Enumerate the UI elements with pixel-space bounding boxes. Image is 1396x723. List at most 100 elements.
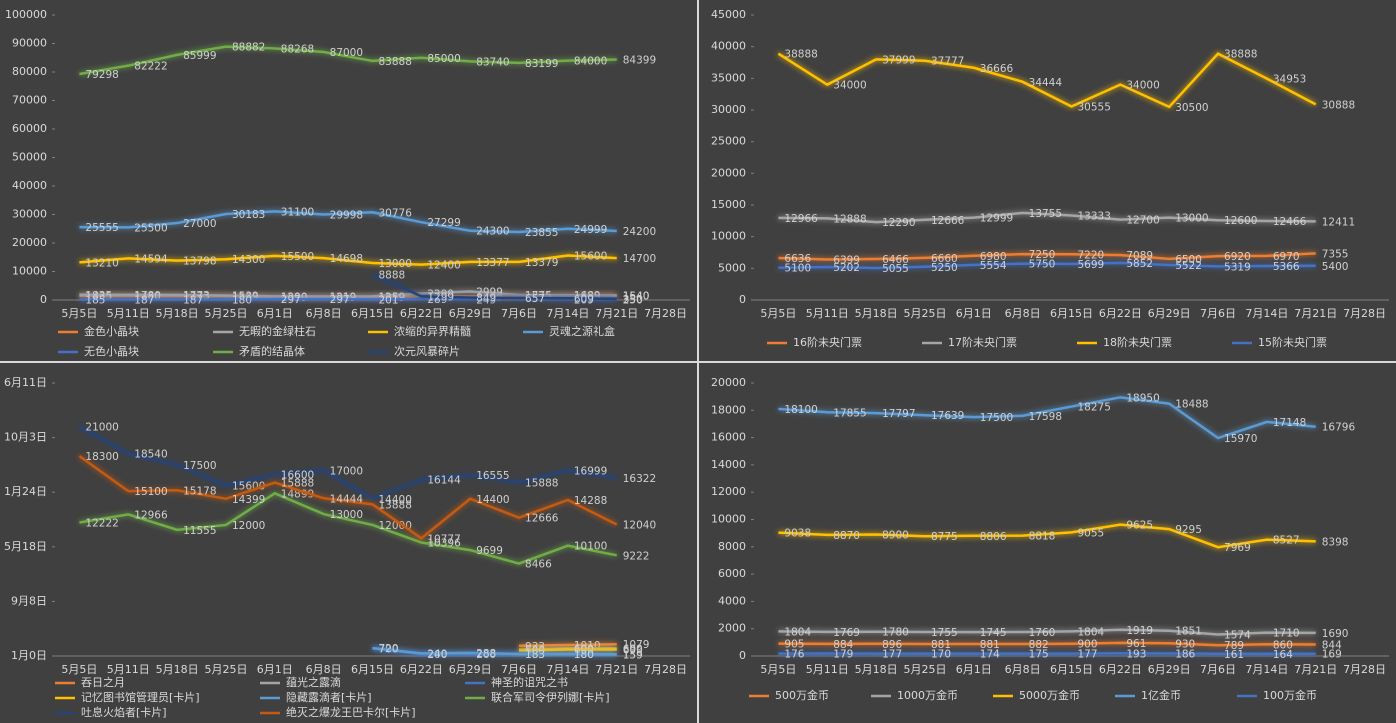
data-label: 5202 [833,262,860,274]
data-label: 9699 [476,545,503,557]
x-tick-label: 5月18日 [855,307,898,320]
x-tick-label: 7月14日 [546,663,589,676]
x-tick-label: 5月11日 [107,663,150,676]
data-label: 5522 [1175,260,1202,272]
data-label: 84399 [623,54,656,66]
x-tick-label: 5月25日 [903,307,946,320]
series-line [778,261,1316,270]
x-tick-label: 6月8日 [306,307,342,320]
data-label: 16600 [281,470,314,482]
series-line [778,396,1316,440]
data-label: 201 [379,294,399,306]
data-label: 14594 [134,253,168,265]
data-label: 13377 [476,257,509,269]
data-label: 1690 [1322,628,1349,640]
data-label: 1640 [623,290,650,302]
data-label: 12411 [1322,216,1355,228]
series-line [79,210,617,234]
data-label: 18275 [1078,402,1111,414]
x-tick-label: 5月5日 [760,307,796,320]
x-tick-label: 6月15日 [1050,307,1093,320]
x-tick-label: 7月28日 [1343,307,1386,320]
data-label: 169 [1322,649,1342,661]
data-label: 1299 [427,291,454,303]
data-label: 15888 [281,478,314,490]
y-tick-label: 90000 [12,37,47,50]
x-tick-label: 7月6日 [1200,307,1236,320]
y-tick-label: 80000 [12,65,47,78]
panel [699,0,1396,361]
legend-label: 5000万金币 [1019,688,1080,702]
data-label: 250 [623,294,643,306]
data-label: 17000 [330,465,363,477]
x-tick-label: 7月21日 [1294,307,1337,320]
data-label: 12290 [882,217,915,229]
data-label: 13755 [1029,208,1062,220]
data-label: 30888 [1322,99,1355,111]
y-tick-label: 40000 [711,40,746,53]
data-label: 14698 [330,253,363,265]
data-label: 176 [784,649,804,661]
data-label: 193 [1126,648,1146,660]
data-label: 17148 [1273,417,1306,429]
y-tick-label: 10000 [711,230,746,243]
chart: 0 5000 10000 15000 20000 25000 30000 35000 40000… [711,8,1389,349]
x-tick-label: 5月25日 [204,307,247,320]
data-label: 881 [931,639,951,651]
data-label: 881 [980,639,1000,651]
y-tick-label: 6月11日 [4,376,47,389]
data-label: 5750 [1029,259,1056,271]
x-tick-label: 6月29日 [449,307,492,320]
x-tick-label: 5月25日 [903,663,946,676]
data-label: 37999 [882,54,915,66]
x-tick-label: 5月5日 [61,663,97,676]
data-label: 185 [85,294,105,306]
data-label: 179 [833,649,853,661]
data-label: 38888 [784,49,817,61]
data-label: 720 [379,643,399,655]
data-label: 1804 [784,626,811,638]
data-label: 8818 [1029,531,1056,543]
x-tick-label: 5月25日 [204,663,247,676]
data-label: 600 [623,644,643,656]
data-label: 14400 [476,494,509,506]
legend-label: 17阶未央门票 [948,335,1017,349]
data-label: 24999 [574,224,607,236]
data-label: 25500 [134,222,167,234]
data-label: 18300 [85,451,118,463]
data-label: 16322 [623,473,656,485]
data-label: 13798 [183,256,216,268]
data-label: 13000 [330,509,363,521]
series-line [79,254,617,266]
y-tick-label: 14000 [711,458,746,471]
data-label: 288 [476,648,496,660]
data-label: 29998 [330,210,363,222]
data-label: 17500 [183,460,216,472]
x-tick-label: 7月6日 [501,307,537,320]
y-tick-label: 12000 [711,485,746,498]
legend-label: 15阶未央门票 [1258,335,1327,349]
data-label: 1099 [281,292,308,304]
data-label: 240 [427,648,447,660]
data-label: 34953 [1273,74,1306,86]
data-label: 1574 [1224,630,1251,642]
series-line [778,523,1316,549]
data-label: 34444 [1029,77,1063,89]
x-tick-label: 7月21日 [1294,663,1337,676]
data-label: 6500 [1175,254,1202,266]
y-tick-label: 9月8日 [11,594,47,607]
y-tick-label: 10000 [711,513,746,526]
data-label: 82222 [134,61,167,73]
y-tick-label: 20000 [711,376,746,389]
series-line [519,648,617,652]
x-tick-label: 7月14日 [1245,307,1288,320]
data-label: 9055 [1078,527,1105,539]
data-label: 177 [882,649,902,661]
y-tick-label: 30000 [12,208,47,221]
y-tick-label: 35000 [711,71,746,84]
data-label: 5699 [1078,259,1105,271]
data-label: 11555 [183,525,216,537]
data-label: 9038 [784,528,811,540]
x-tick-label: 6月22日 [400,663,443,676]
data-label: 27299 [427,217,460,229]
